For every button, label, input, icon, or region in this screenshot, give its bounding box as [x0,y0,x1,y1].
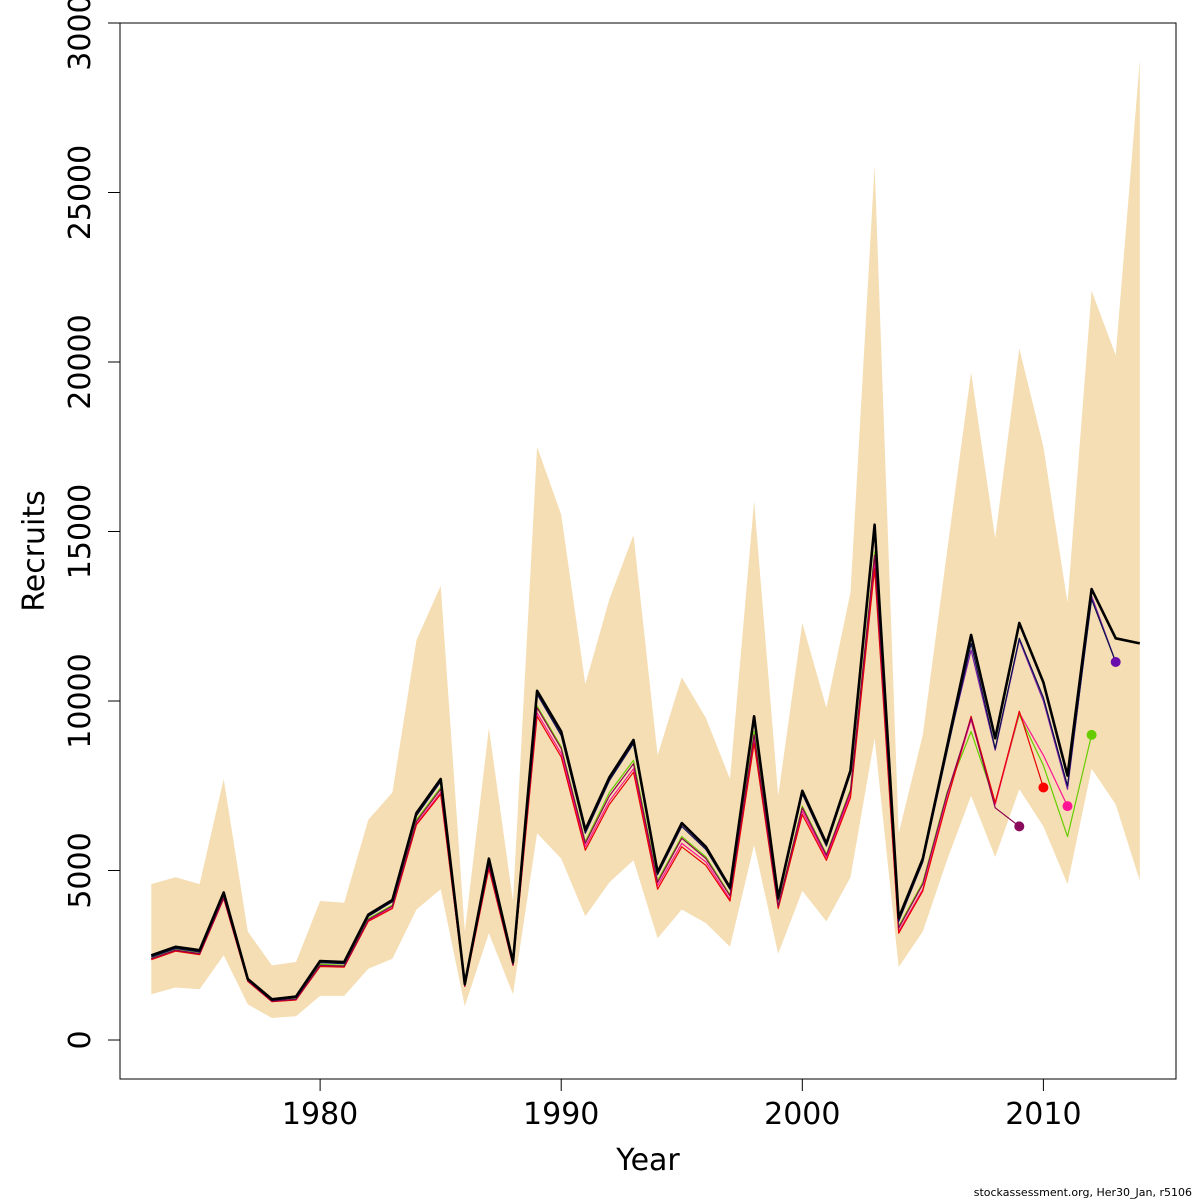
confidence-band-layer [151,60,1140,1019]
y-tick-label-10000: 10000 [63,653,98,748]
x-tick-label-2010: 2010 [1005,1097,1081,1132]
confidence-band [151,60,1140,1019]
series-layer [150,523,1141,1003]
axes-layer: 1980 1990 2000 2010 0 5000 10000 15000 20000 2500… [63,0,1082,1132]
endpoint-marker-2010 [1038,782,1049,793]
endpoint-marker-2009 [1014,821,1025,832]
endpoint-marker-2011 [1062,801,1073,812]
endpoint-marker-2012 [1086,729,1097,740]
endpoint-markers-layer [1014,657,1121,832]
x-tick-label-1990: 1990 [523,1097,599,1132]
y-tick-label-25000: 25000 [63,145,98,240]
series-line-final [150,523,1141,1001]
y-axis-title: Recruits [17,490,52,612]
x-tick-label-2000: 2000 [764,1097,840,1132]
y-tick-label-20000: 20000 [63,314,98,409]
x-axis-title: Year [615,1143,680,1178]
footer-credit: stockassessment.org, Her30_Jan, r5106 [974,1186,1192,1199]
series-line-retro-2 [151,554,1020,1002]
endpoint-marker-2013 [1110,657,1121,667]
y-tick-label-15000: 15000 [63,484,98,579]
y-tick-label-30000: 30000 [63,0,98,71]
y-tick-label-0: 0 [63,1030,98,1049]
x-tick-label-1980: 1980 [282,1097,358,1132]
y-tick-label-5000: 5000 [63,832,98,908]
